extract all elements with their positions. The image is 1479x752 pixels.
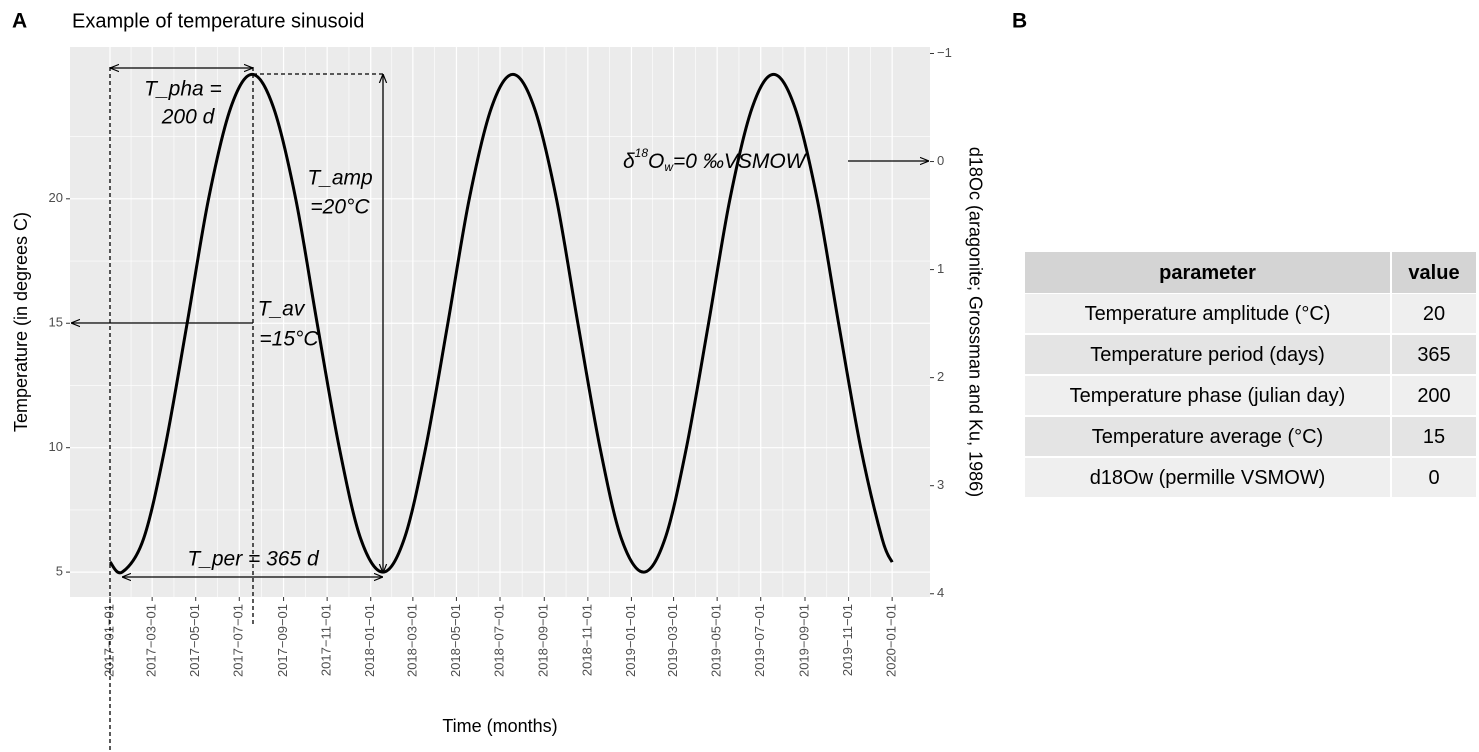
table-row-bg xyxy=(1025,335,1390,374)
y2-tick-label: 2 xyxy=(937,369,944,384)
panel-label: A xyxy=(12,10,27,33)
table-cell: 200 xyxy=(1417,385,1450,407)
annotation: T_amp xyxy=(307,167,372,190)
table-cell: Temperature phase (julian day) xyxy=(1070,385,1346,407)
y-axis-title: Temperature (in degrees C) xyxy=(11,212,31,432)
y2-tick-label: 4 xyxy=(937,585,944,600)
y-tick-label: 20 xyxy=(49,190,63,205)
annotation-part: O xyxy=(648,150,664,173)
table-row-bg xyxy=(1392,458,1476,497)
x-tick-label: 2018−05−01 xyxy=(448,604,463,677)
table-row-bg xyxy=(1392,417,1476,456)
table-header: value xyxy=(1408,262,1459,284)
x-tick-label: 2017−07−01 xyxy=(231,604,246,677)
table-cell: Temperature average (°C) xyxy=(1092,426,1323,448)
table-row-bg xyxy=(1025,458,1390,497)
annotations: T_pha = 200 d T_amp =20°C T_av =15°C T_p… xyxy=(71,67,929,750)
x-tick-label: 2019−07−01 xyxy=(752,604,767,677)
grid: 2017−01−01 2017−03−01 2017−05−01 2017−07−01… xyxy=(49,45,952,677)
table-row-bg xyxy=(1025,376,1390,415)
x-tick-label: 2018−03−01 xyxy=(404,604,419,677)
y2-tick-label: 0 xyxy=(937,153,944,168)
panel-label: B xyxy=(1012,10,1027,33)
annotation-part: 18 xyxy=(635,146,649,160)
x-tick-label: 2017−09−01 xyxy=(275,604,290,677)
annotation-part: δ xyxy=(623,150,635,173)
annotation-part: w xyxy=(664,160,674,174)
y2-tick-label: −1 xyxy=(937,45,952,60)
table-cell: d18Ow (permille VSMOW) xyxy=(1090,467,1326,489)
table-row-bg xyxy=(1025,417,1390,456)
x-tick-label: 2019−05−01 xyxy=(709,604,724,677)
chart-title: Example of temperature sinusoid xyxy=(72,10,364,32)
table-row-bg xyxy=(1392,376,1476,415)
x-tick-label: 2020−01−01 xyxy=(884,604,899,677)
table-header-bg xyxy=(1392,252,1476,293)
table-cell: Temperature period (days) xyxy=(1090,344,1325,366)
table-cell: 365 xyxy=(1417,344,1450,366)
x-tick-label: 2017−11−01 xyxy=(319,604,334,676)
table-header-bg xyxy=(1025,252,1390,293)
x-tick-label: 2018−07−01 xyxy=(491,604,506,677)
y2-tick-label: 3 xyxy=(937,477,944,492)
x-tick-label: 2018−09−01 xyxy=(536,604,551,677)
table-cell: 0 xyxy=(1428,467,1439,489)
table-row-bg xyxy=(1025,294,1390,333)
table-cell: 20 xyxy=(1423,303,1445,325)
annotation: δ18Ow=0 ‰VSMOW xyxy=(623,146,808,174)
y-tick-label: 5 xyxy=(56,564,63,579)
y2-axis-title: d18Oc (aragonite; Grossman and Ku, 1986) xyxy=(965,147,985,497)
y-tick-label: 10 xyxy=(49,439,63,454)
table-header: parameter xyxy=(1159,262,1256,284)
annotation: T_av xyxy=(258,298,306,321)
x-tick-label: 2019−11−01 xyxy=(840,604,855,676)
y2-tick-label: 1 xyxy=(937,261,944,276)
marks xyxy=(108,72,894,575)
annotation: T_per = 365 d xyxy=(187,548,320,571)
annotation: =20°C xyxy=(310,196,370,219)
line-series xyxy=(108,72,894,575)
table-cell: 15 xyxy=(1423,426,1445,448)
x-tick-label: 2018−11−01 xyxy=(579,604,594,676)
x-tick-label: 2019−03−01 xyxy=(665,604,680,677)
x-tick-label: 2017−03−01 xyxy=(144,604,159,677)
x-tick-label: 2019−09−01 xyxy=(796,604,811,677)
table-row-bg xyxy=(1392,335,1476,374)
annotation-part: =0 ‰VSMOW xyxy=(673,150,808,173)
x-tick-label: 2018−01−01 xyxy=(362,604,377,677)
annotation: 200 d xyxy=(161,106,216,129)
x-tick-label: 2017−01−01 xyxy=(101,604,116,677)
annotation: =15°C xyxy=(259,328,319,351)
x-axis-title: Time (months) xyxy=(442,716,557,736)
x-tick-label: 2019−01−01 xyxy=(623,604,638,677)
y-tick-label: 15 xyxy=(49,315,63,330)
x-tick-label: 2017−05−01 xyxy=(187,604,202,677)
table-row-bg xyxy=(1392,294,1476,333)
table-cell: Temperature amplitude (°C) xyxy=(1085,303,1331,325)
annotation: T_pha = xyxy=(144,78,222,101)
table: parameter value Temperature amplitude (°C)… xyxy=(1025,252,1476,497)
